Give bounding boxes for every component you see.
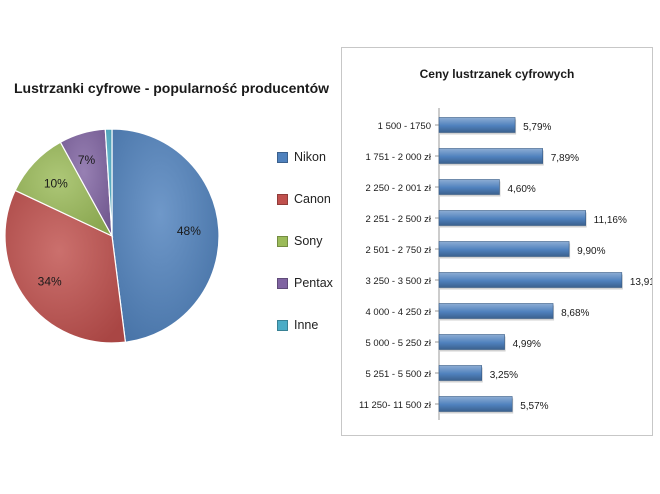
- bar-value-label: 7,89%: [551, 153, 579, 164]
- bar-category-label: 2 251 - 2 500 zł: [366, 214, 432, 225]
- legend-label: Canon: [294, 192, 331, 206]
- bar: [438, 303, 554, 319]
- bar-category-label: 3 250 - 3 500 zł: [366, 276, 432, 287]
- pie-data-label: 10%: [44, 176, 68, 190]
- legend-item-canon: Canon: [277, 192, 331, 206]
- bar-category-label: 2 250 - 2 001 zł: [366, 183, 432, 194]
- legend-label: Nikon: [294, 150, 326, 164]
- bar-value-label: 4,99%: [513, 339, 541, 350]
- legend-swatch: [277, 319, 288, 331]
- legend-item-inne: Inne: [277, 318, 318, 332]
- bar: [438, 210, 586, 226]
- legend-swatch: [277, 277, 288, 289]
- bar-chart-panel: Ceny lustrzanek cyfrowych 1 500 - 1750 5,…: [341, 47, 653, 436]
- legend-swatch: [277, 235, 288, 247]
- pie-chart-title: Lustrzanki cyfrowe - popularność produce…: [14, 80, 330, 96]
- bar-value-label: 11,16%: [594, 215, 627, 226]
- legend-item-nikon: Nikon: [277, 150, 326, 164]
- bar-value-label: 4,60%: [507, 184, 535, 195]
- pie-data-label: 7%: [78, 153, 96, 167]
- legend-label: Pentax: [294, 276, 333, 290]
- bar-value-label: 9,90%: [577, 246, 605, 257]
- bar: [438, 241, 570, 257]
- bar-category-label: 4 000 - 4 250 zł: [366, 307, 432, 318]
- bar-category-label: 2 501 - 2 750 zł: [366, 245, 432, 256]
- pie-chart: 48%34%10%7%1%: [4, 128, 220, 344]
- bar: [438, 179, 500, 195]
- bar-value-label: 13,91%: [630, 277, 652, 288]
- bar-value-label: 5,79%: [523, 122, 551, 133]
- legend-label: Sony: [294, 234, 323, 248]
- legend-swatch: [277, 151, 288, 163]
- pie-slice-nikon: [111, 128, 220, 343]
- bar-chart-title: Ceny lustrzanek cyfrowych: [419, 67, 575, 81]
- bar-value-label: 3,25%: [490, 370, 518, 381]
- bar-category-label: 1 751 - 2 000 zł: [366, 152, 432, 163]
- bar-value-label: 5,57%: [520, 401, 548, 412]
- bar-chart: 1 500 - 1750 5,79% 1 751 - 2 000 zł 7,89% 2 …: [359, 108, 652, 420]
- bar: [438, 117, 516, 133]
- bar-category-label: 11 250- 11 500 zł: [359, 400, 432, 411]
- bar: [438, 396, 513, 412]
- bar-category-label: 5 251 - 5 500 zł: [366, 369, 432, 380]
- pie-slice-inne: [104, 128, 113, 237]
- legend-item-pentax: Pentax: [277, 276, 333, 290]
- pie-data-label: 48%: [177, 224, 201, 238]
- bar: [438, 365, 483, 381]
- bar-value-label: 8,68%: [561, 308, 589, 319]
- pie-data-label: 34%: [38, 274, 62, 288]
- legend-item-sony: Sony: [277, 234, 323, 248]
- bar-category-label: 5 000 - 5 250 zł: [366, 338, 432, 349]
- bar: [438, 148, 543, 164]
- bar: [438, 334, 505, 350]
- bar-category-label: 1 500 - 1750: [378, 121, 431, 132]
- legend-label: Inne: [294, 318, 319, 332]
- bar: [438, 272, 623, 288]
- legend-swatch: [277, 193, 288, 205]
